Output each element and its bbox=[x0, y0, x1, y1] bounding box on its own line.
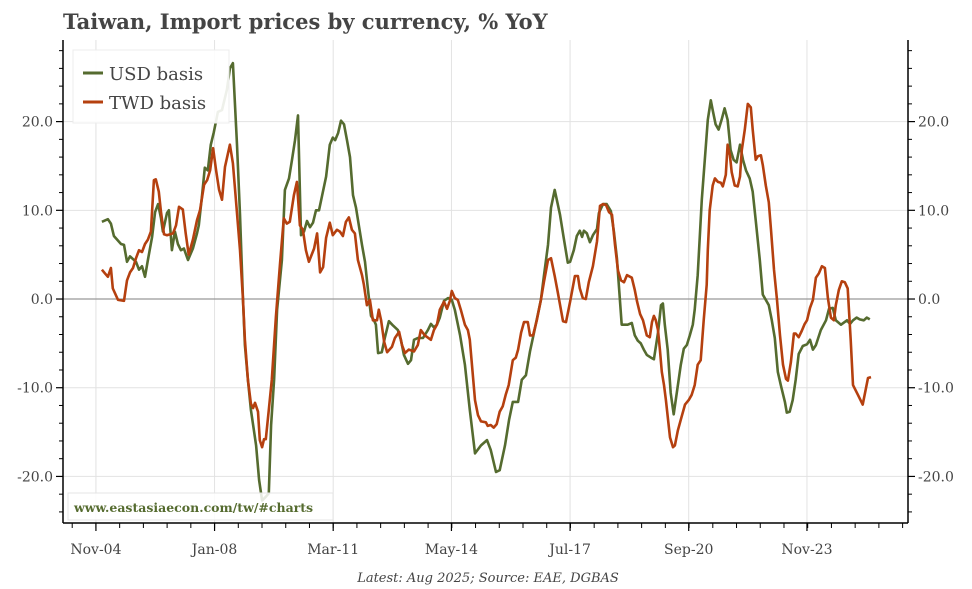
watermark: www.eastasiaecon.com/tw/#charts bbox=[67, 492, 334, 521]
y-tick-label-right: -10.0 bbox=[918, 381, 954, 397]
y-tick-label-right: -20.0 bbox=[918, 469, 954, 485]
chart-title: Taiwan, Import prices by currency, % YoY bbox=[63, 9, 549, 34]
series-lines bbox=[100, 61, 872, 502]
y-tick-label-left: -10.0 bbox=[17, 381, 53, 397]
legend-twd-label: TWD basis bbox=[109, 93, 206, 114]
x-tick-label: Nov-04 bbox=[70, 542, 121, 558]
y-tick-label-right: 10.0 bbox=[918, 203, 949, 219]
x-tick-label: Jul-17 bbox=[547, 542, 591, 558]
y-tick-label-left: 10.0 bbox=[22, 203, 53, 219]
axes: Nov-04 Jan-08 Mar-11 May-14 Jul-17 Sep-20 Nov-… bbox=[17, 40, 954, 558]
x-tick-label: Mar-11 bbox=[307, 542, 359, 558]
twd-basis-line bbox=[100, 102, 872, 449]
y-tick-label-right: 0.0 bbox=[918, 292, 940, 308]
x-tick-label: Jan-08 bbox=[190, 542, 238, 558]
x-tick-label: Sep-20 bbox=[664, 542, 713, 558]
y-tick-label-left: -20.0 bbox=[17, 469, 53, 485]
watermark-box bbox=[67, 492, 334, 521]
gridlines bbox=[63, 40, 908, 523]
source-note: Latest: Aug 2025; Source: EAE, DGBAS bbox=[356, 571, 619, 586]
x-tick-label: Nov-23 bbox=[781, 542, 832, 558]
watermark-text: www.eastasiaecon.com/tw/#charts bbox=[73, 500, 313, 515]
x-tick-label: May-14 bbox=[425, 542, 478, 558]
legend: USD basis TWD basis bbox=[72, 49, 230, 124]
legend-usd-label: USD basis bbox=[109, 64, 203, 85]
legend-box bbox=[72, 49, 230, 124]
usd-basis-line bbox=[101, 61, 871, 502]
y-tick-label-left: 0.0 bbox=[31, 292, 53, 308]
y-tick-label-right: 20.0 bbox=[918, 115, 949, 131]
y-tick-label-left: 20.0 bbox=[22, 115, 53, 131]
